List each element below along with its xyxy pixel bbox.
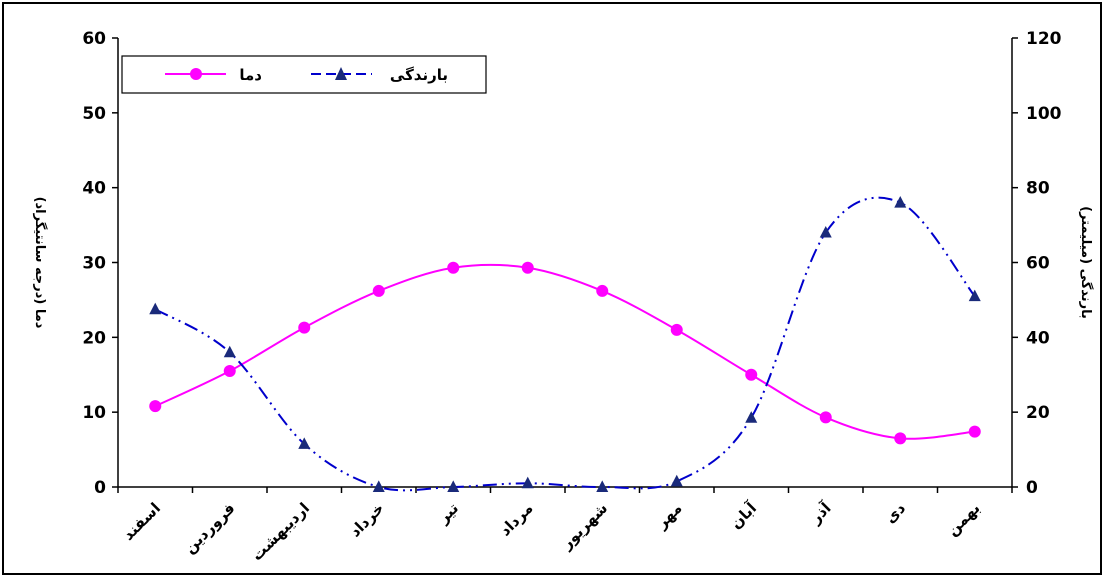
category-label: مرداد (496, 499, 536, 539)
right-tick-label: 20 (1026, 403, 1050, 423)
right-tick-label: 120 (1026, 29, 1062, 49)
precipitation-point (521, 476, 534, 489)
precipitation-point (596, 480, 609, 492)
temperature-point (894, 432, 907, 445)
category-label: خرداد (346, 499, 387, 540)
temperature-point (968, 425, 981, 438)
right-tick-label: 0 (1026, 478, 1038, 498)
precipitation-point (968, 289, 981, 302)
precipitation-point (372, 480, 385, 492)
left-tick-label: 0 (94, 478, 106, 498)
category-label: اردیبهشت (248, 499, 313, 564)
right-tick-label: 100 (1026, 104, 1062, 124)
left-tick-label: 50 (82, 104, 106, 124)
left-tick-label: 30 (82, 254, 106, 274)
tick-labels: 0 10 20 30 40 50 60 0 20 40 60 80 100 120 اسفند فروردین… (32, 29, 1094, 564)
category-label: آذر (806, 499, 835, 528)
category-label: دی (881, 499, 909, 527)
precipitation-point (670, 474, 683, 487)
precipitation-point (894, 196, 907, 208)
category-label: تیر (434, 499, 462, 527)
precipitation-point (223, 345, 236, 358)
axes (112, 37, 1018, 493)
legend: دما بارندگی (121, 55, 487, 94)
category-label: آبان (727, 499, 761, 533)
left-tick-label: 10 (82, 403, 106, 423)
temperature-point (223, 365, 236, 378)
precipitation-point (447, 480, 460, 492)
precipitation-point (819, 225, 832, 238)
series-line-temperature (154, 263, 975, 440)
right-axis-title: بارندگی (میلیمتر) (1078, 206, 1094, 319)
right-tick-label: 80 (1026, 179, 1050, 199)
precipitation-point (298, 437, 311, 449)
category-label: بهمن (943, 499, 983, 539)
temperature-point (298, 321, 311, 334)
precipitation-point (149, 302, 162, 315)
precipitation-point (745, 411, 758, 423)
category-label: اسفند (119, 499, 164, 544)
right-tick-label: 60 (1026, 254, 1050, 274)
category-label: شهریور (557, 499, 611, 553)
category-label: فروردین (181, 499, 239, 557)
category-label: مهر (652, 499, 686, 533)
temperature-point (521, 261, 534, 274)
legend-marker-temperature (190, 68, 202, 80)
temperature-point (149, 400, 162, 413)
legend-label-precipitation: بارندگی (390, 66, 448, 84)
left-tick-label: 20 (82, 328, 106, 348)
temperature-point (596, 284, 609, 297)
legend-marker-precipitation (335, 67, 347, 80)
legend-label-temperature: دما (239, 66, 262, 84)
temperature-point (745, 368, 758, 381)
left-axis-title: دما (درجه سانتیگراد) (32, 197, 48, 329)
chart-frame (2, 2, 1102, 575)
series-lines (154, 196, 976, 492)
temperature-point (447, 261, 460, 274)
temperature-point (670, 323, 683, 336)
temperature-point (819, 411, 832, 424)
series-line-precipitation (154, 196, 976, 492)
series-markers (149, 196, 981, 492)
left-tick-label: 60 (82, 29, 106, 49)
left-tick-label: 40 (82, 179, 106, 199)
right-tick-label: 40 (1026, 328, 1050, 348)
temperature-point (372, 284, 385, 297)
